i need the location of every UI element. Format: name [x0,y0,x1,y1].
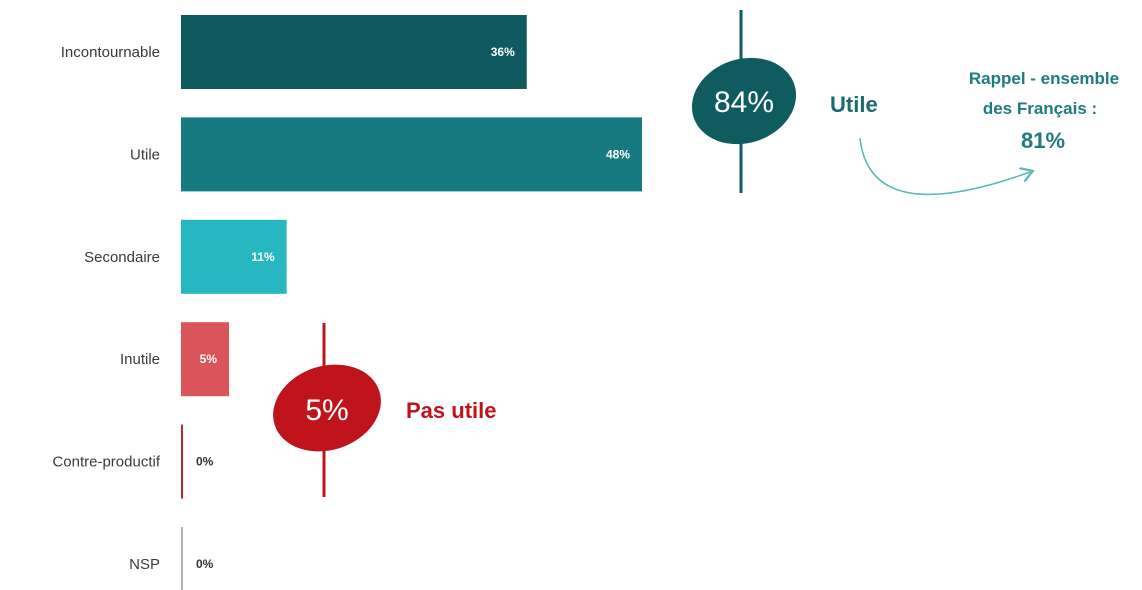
bar-inutile [181,322,230,397]
value-label-secondaire: 11% [251,250,275,264]
category-label-secondaire: Secondaire [84,249,160,266]
utile-group-indicator: 84% Utile [691,10,878,193]
pas-utile-group-indicator: 5% Pas utile [273,323,496,497]
category-label-utile: Utile [130,146,160,163]
pas-utile-badge-value: 5% [305,394,348,427]
bars-layer: Incontournable 36% Utile 48% Secondaire 11% In… [52,15,642,590]
category-label-inutile: Inutile [120,351,160,368]
category-label-incontournable: Incontournable [61,44,160,61]
pas-utile-badge [273,364,381,452]
bar-incontournable [181,15,527,89]
value-label-inutile: 5% [200,352,218,366]
value-label-utile: 48% [606,147,630,161]
pas-utile-group-label: Pas utile [406,398,496,423]
recall-arrow [859,137,1030,196]
recall-annotation: Rappel - ensemble des Français : 81% [859,69,1119,196]
bar-utile [181,117,642,192]
utile-badge-value: 84% [714,86,774,119]
value-label-incontournable: 36% [491,45,515,59]
recall-value: 81% [1021,128,1065,153]
category-label-nsp: NSP [129,556,160,573]
bar-contre-productif [181,424,183,499]
bar-nsp [181,527,183,590]
utile-badge [691,57,797,145]
value-label-contre-productif: 0% [196,455,214,469]
recall-line2: des Français : [983,99,1097,118]
utile-group-label: Utile [830,92,878,117]
recall-line1: Rappel - ensemble [969,69,1119,88]
value-label-nsp: 0% [196,557,214,571]
bar-secondaire [181,219,287,294]
category-label-contre-productif: Contre-productif [52,454,160,471]
